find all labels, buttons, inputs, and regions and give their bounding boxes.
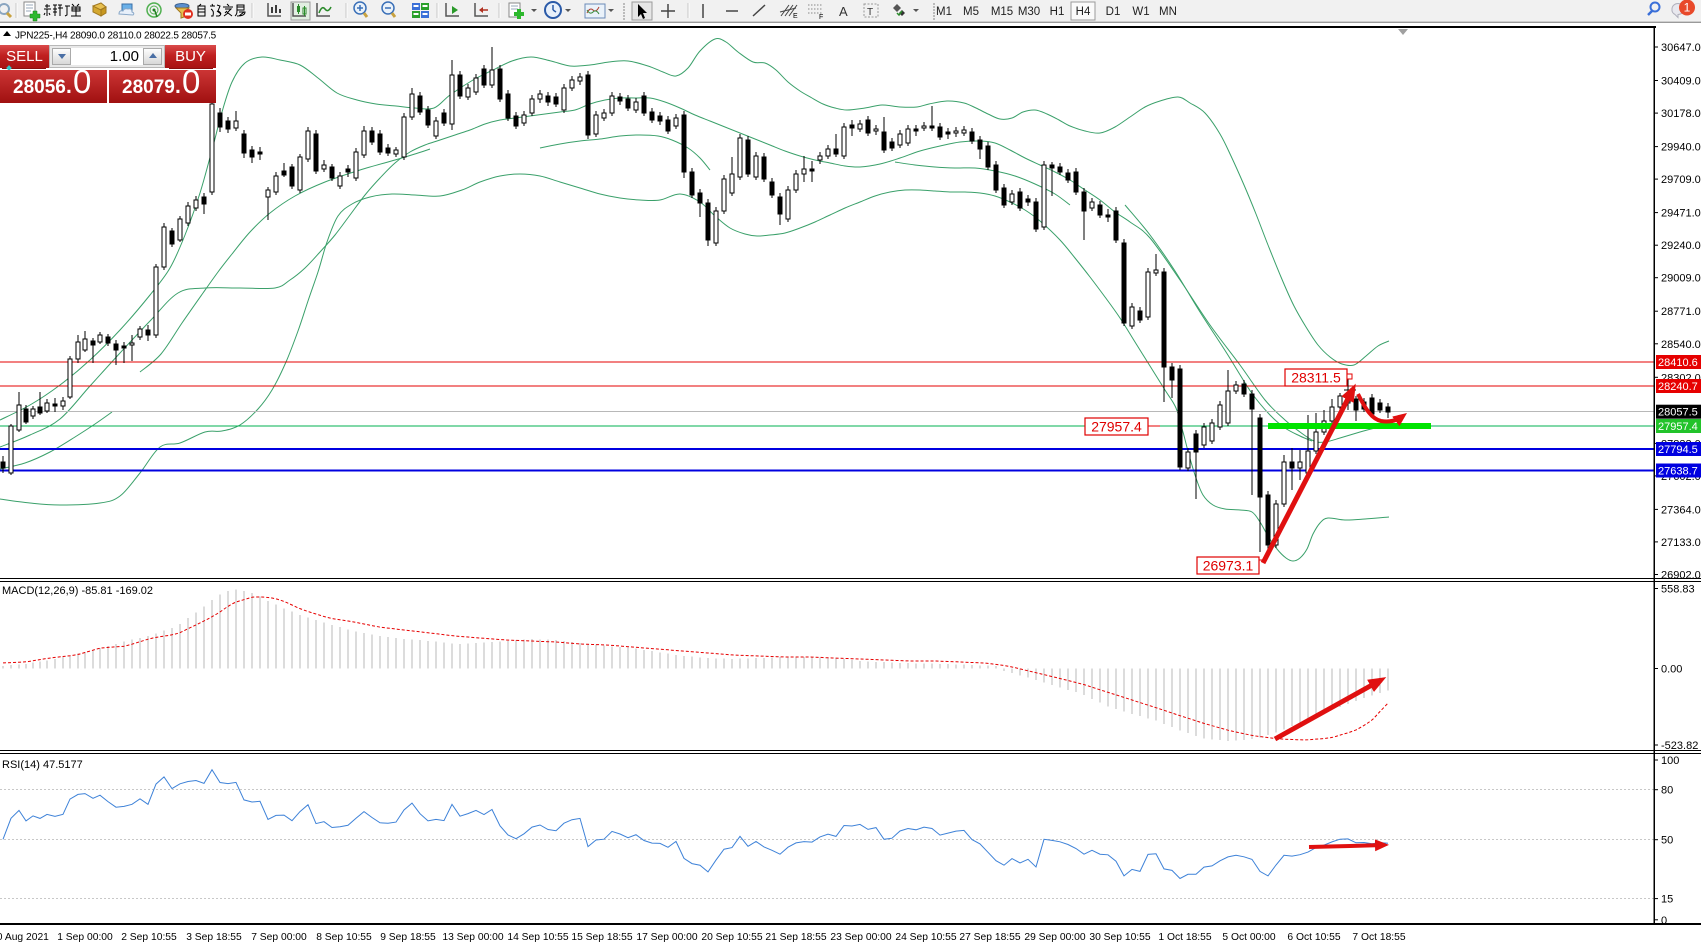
svg-text:1 Sep 00:00: 1 Sep 00:00 <box>57 932 113 943</box>
svg-text:MN: MN <box>1159 6 1177 18</box>
svg-text:15 Sep 18:55: 15 Sep 18:55 <box>571 932 633 943</box>
svg-text:6 Oct 10:55: 6 Oct 10:55 <box>1287 932 1341 943</box>
svg-text:28057.5: 28057.5 <box>1658 407 1698 419</box>
svg-text:A: A <box>839 4 848 19</box>
svg-text:9 Sep 18:55: 9 Sep 18:55 <box>380 932 436 943</box>
svg-text:29940.0: 29940.0 <box>1661 142 1701 154</box>
svg-text:17 Sep 00:00: 17 Sep 00:00 <box>636 932 698 943</box>
svg-text:F: F <box>819 14 823 21</box>
svg-text:2 Sep 10:55: 2 Sep 10:55 <box>121 932 177 943</box>
svg-text:23 Sep 00:00: 23 Sep 00:00 <box>830 932 892 943</box>
svg-text:0: 0 <box>1661 915 1667 927</box>
svg-text:W1: W1 <box>1132 6 1149 18</box>
svg-text:100: 100 <box>1661 755 1679 767</box>
svg-text:7 Sep 00:00: 7 Sep 00:00 <box>251 932 307 943</box>
svg-text:M5: M5 <box>963 6 979 18</box>
svg-text:0.00: 0.00 <box>1661 664 1682 676</box>
svg-text:80: 80 <box>1661 785 1673 797</box>
svg-text:30647.0: 30647.0 <box>1661 42 1701 54</box>
svg-text:MACD(12,26,9) -85.81 -169.02: MACD(12,26,9) -85.81 -169.02 <box>2 585 153 597</box>
svg-text:H4: H4 <box>1076 6 1091 18</box>
svg-text:13 Sep 00:00: 13 Sep 00:00 <box>442 932 504 943</box>
svg-text:H1: H1 <box>1050 6 1065 18</box>
svg-text:29240.0: 29240.0 <box>1661 240 1701 252</box>
svg-text:50: 50 <box>1661 835 1673 847</box>
svg-text:20 Sep 10:55: 20 Sep 10:55 <box>701 932 763 943</box>
svg-text:14 Sep 10:55: 14 Sep 10:55 <box>507 932 569 943</box>
svg-text:27364.0: 27364.0 <box>1661 504 1701 516</box>
svg-text:M1: M1 <box>936 6 952 18</box>
svg-text:E: E <box>793 13 798 20</box>
svg-text:27 Sep 18:55: 27 Sep 18:55 <box>959 932 1021 943</box>
svg-text:JPN225-,H4 28090.0 28110.0 28: JPN225-,H4 28090.0 28110.0 28022.5 28057… <box>15 31 217 42</box>
svg-text:1 Oct 18:55: 1 Oct 18:55 <box>1158 932 1212 943</box>
svg-text:8 Sep 10:55: 8 Sep 10:55 <box>316 932 372 943</box>
svg-text:D1: D1 <box>1106 6 1121 18</box>
svg-text:30 Aug 2021: 30 Aug 2021 <box>0 932 49 943</box>
svg-text:21 Sep 18:55: 21 Sep 18:55 <box>765 932 827 943</box>
svg-text:27133.0: 27133.0 <box>1661 537 1701 549</box>
svg-text:RSI(14) 47.5177: RSI(14) 47.5177 <box>2 759 83 771</box>
svg-text:T: T <box>867 7 873 18</box>
svg-text:29 Sep 00:00: 29 Sep 00:00 <box>1024 932 1086 943</box>
svg-text:1: 1 <box>1684 1 1691 15</box>
svg-text:28540.0: 28540.0 <box>1661 339 1701 351</box>
svg-text:24 Sep 10:55: 24 Sep 10:55 <box>895 932 957 943</box>
svg-text:5 Oct 00:00: 5 Oct 00:00 <box>1222 932 1276 943</box>
svg-text:26973.1: 26973.1 <box>1203 558 1254 574</box>
svg-text:M15: M15 <box>991 6 1013 18</box>
svg-text:-523.82: -523.82 <box>1661 740 1698 752</box>
svg-text:30178.0: 30178.0 <box>1661 108 1701 120</box>
svg-text:15: 15 <box>1661 894 1673 906</box>
svg-text:26902.0: 26902.0 <box>1661 570 1701 582</box>
svg-text:27794.5: 27794.5 <box>1658 444 1698 456</box>
svg-text:3 Sep 18:55: 3 Sep 18:55 <box>186 932 242 943</box>
svg-text:558.83: 558.83 <box>1661 584 1695 596</box>
svg-text:7 Oct 18:55: 7 Oct 18:55 <box>1352 932 1406 943</box>
svg-text:30409.0: 30409.0 <box>1661 76 1701 88</box>
svg-text:29009.0: 29009.0 <box>1661 273 1701 285</box>
svg-text:28240.7: 28240.7 <box>1658 381 1698 393</box>
svg-text:27638.7: 27638.7 <box>1658 466 1698 478</box>
svg-text:27957.4: 27957.4 <box>1091 419 1142 435</box>
svg-text:29709.0: 29709.0 <box>1661 174 1701 186</box>
svg-text:28410.6: 28410.6 <box>1658 357 1698 369</box>
svg-text:27957.4: 27957.4 <box>1658 421 1698 433</box>
svg-text:29471.0: 29471.0 <box>1661 208 1701 220</box>
svg-text:28311.5: 28311.5 <box>1291 370 1341 386</box>
svg-text:28771.0: 28771.0 <box>1661 306 1701 318</box>
svg-text:M30: M30 <box>1018 6 1040 18</box>
svg-text:30 Sep 10:55: 30 Sep 10:55 <box>1089 932 1151 943</box>
